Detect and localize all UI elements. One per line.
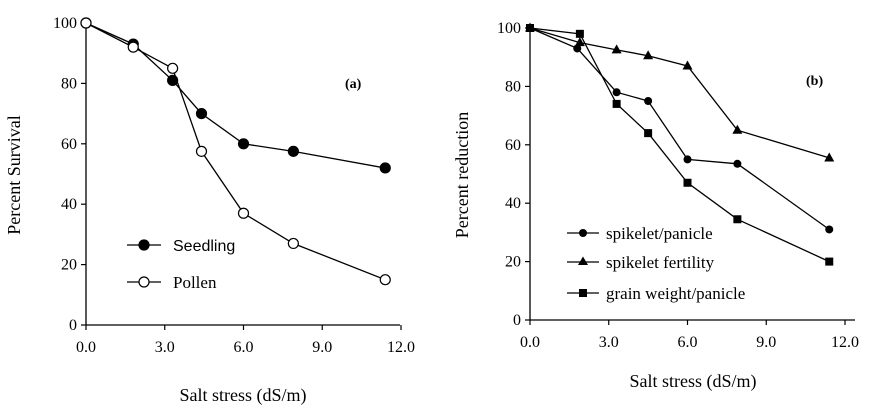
data-point-spikelet-fertility [611,44,622,54]
data-point-pollen [195,145,208,157]
data-point-spikelet-fertility [643,50,654,60]
panel-b-ytick-label: 20 [505,254,521,271]
data-point-grain-weight-panicle [575,29,584,38]
panel-b-xtick-label: 6.0 [678,334,698,351]
panel-a-xtick-label: 9.0 [312,339,332,356]
panel-b-xtick-label: 9.0 [756,334,776,351]
panel-a-ytick-label: 0 [69,317,77,334]
data-point-spikelet-fertility [732,124,743,134]
panel-a-ytick-label: 80 [61,75,77,92]
data-point-spikelet-panicle [733,159,742,168]
panel-a-xtick-label: 3.0 [155,339,175,356]
panel-a-legend: Seedling Pollen [127,238,235,292]
legend-spikelet-fertility-marker [578,256,588,265]
panel-a-ytick-label: 60 [61,136,77,153]
legend-spikelet-panicle-marker [579,229,587,237]
data-point-pollen [167,62,179,74]
panel-b-ytick-label: 40 [505,195,521,212]
panel-b-ytick-label: 60 [505,137,521,154]
panel-a-label: (a) [345,77,362,92]
data-point-pollen [287,237,299,250]
legend-spikelet-panicle-label: spikelet/panicle [606,224,713,243]
data-point-pollen [237,207,250,219]
legend-grain-weight-label: grain weight/panicle [606,284,745,303]
panel-b-ylabel: Percent reduction [452,112,472,238]
panel-b-legend: spikelet/panicle spikelet fertility grai… [567,224,745,303]
data-point-grain-weight-panicle [683,178,692,187]
panel-a-ytick-label: 20 [61,257,77,274]
panel-a-xtick-label: 6.0 [234,339,254,356]
data-point-spikelet-panicle [825,225,834,234]
panel-a-xtick-label: 0.0 [76,339,96,356]
legend-pollen-label: Pollen [173,273,217,292]
data-point-spikelet-panicle [612,88,621,97]
data-point-grain-weight-panicle [612,99,621,108]
data-point-spikelet-fertility [824,152,835,162]
panel-a: (a) Salt stress (dS/m) Percent Survival … [4,15,415,406]
data-point-seedling [287,145,299,157]
legend-grain-weight-marker [579,289,587,297]
data-point-grain-weight-panicle [733,215,742,224]
data-point-grain-weight-panicle [825,257,834,266]
data-point-grain-weight-panicle [644,129,653,138]
data-point-seedling [167,74,179,86]
series-line-spikelet-panicle [529,27,830,231]
series-line-pollen [85,22,386,281]
panel-b-ytick-label: 100 [497,20,521,37]
data-point-seedling [195,107,208,120]
data-point-seedling [379,162,391,174]
data-point-spikelet-panicle [573,44,582,53]
data-point-spikelet-fertility [574,37,585,47]
panel-b-xtick-label: 3.0 [599,334,619,351]
legend-seedling-label: Seedling [173,238,235,255]
data-point-pollen [80,17,92,29]
data-point-pollen [379,274,391,286]
panel-b-xlabel: Salt stress (dS/m) [629,371,756,392]
panel-b-ytick-label: 80 [505,78,521,95]
panel-b: (b) Salt stress (dS/m) Percent reduction… [452,20,859,392]
data-point-spikelet-panicle [644,97,653,105]
legend-spikelet-fertility-label: spikelet fertility [606,253,715,272]
panel-a-ylabel: Percent Survival [4,115,24,234]
panel-b-label: (b) [806,74,823,89]
panel-b-xtick-label: 0.0 [520,334,540,351]
panel-b-xtick-label: 12.0 [831,334,859,351]
panel-a-ytick-label: 40 [61,196,77,213]
data-point-spikelet-panicle [683,155,692,164]
legend-pollen-marker [138,276,150,288]
panel-a-xtick-label: 12.0 [387,339,415,356]
data-point-pollen [127,41,139,53]
panel-b-ytick-label: 0 [513,312,521,329]
panel-a-ytick-label: 100 [53,15,77,32]
data-point-seedling [237,138,250,150]
data-point-grain-weight-panicle [526,24,534,32]
legend-seedling-marker [138,239,150,251]
data-point-spikelet-fertility [682,60,693,70]
panel-a-xlabel: Salt stress (dS/m) [179,385,306,406]
